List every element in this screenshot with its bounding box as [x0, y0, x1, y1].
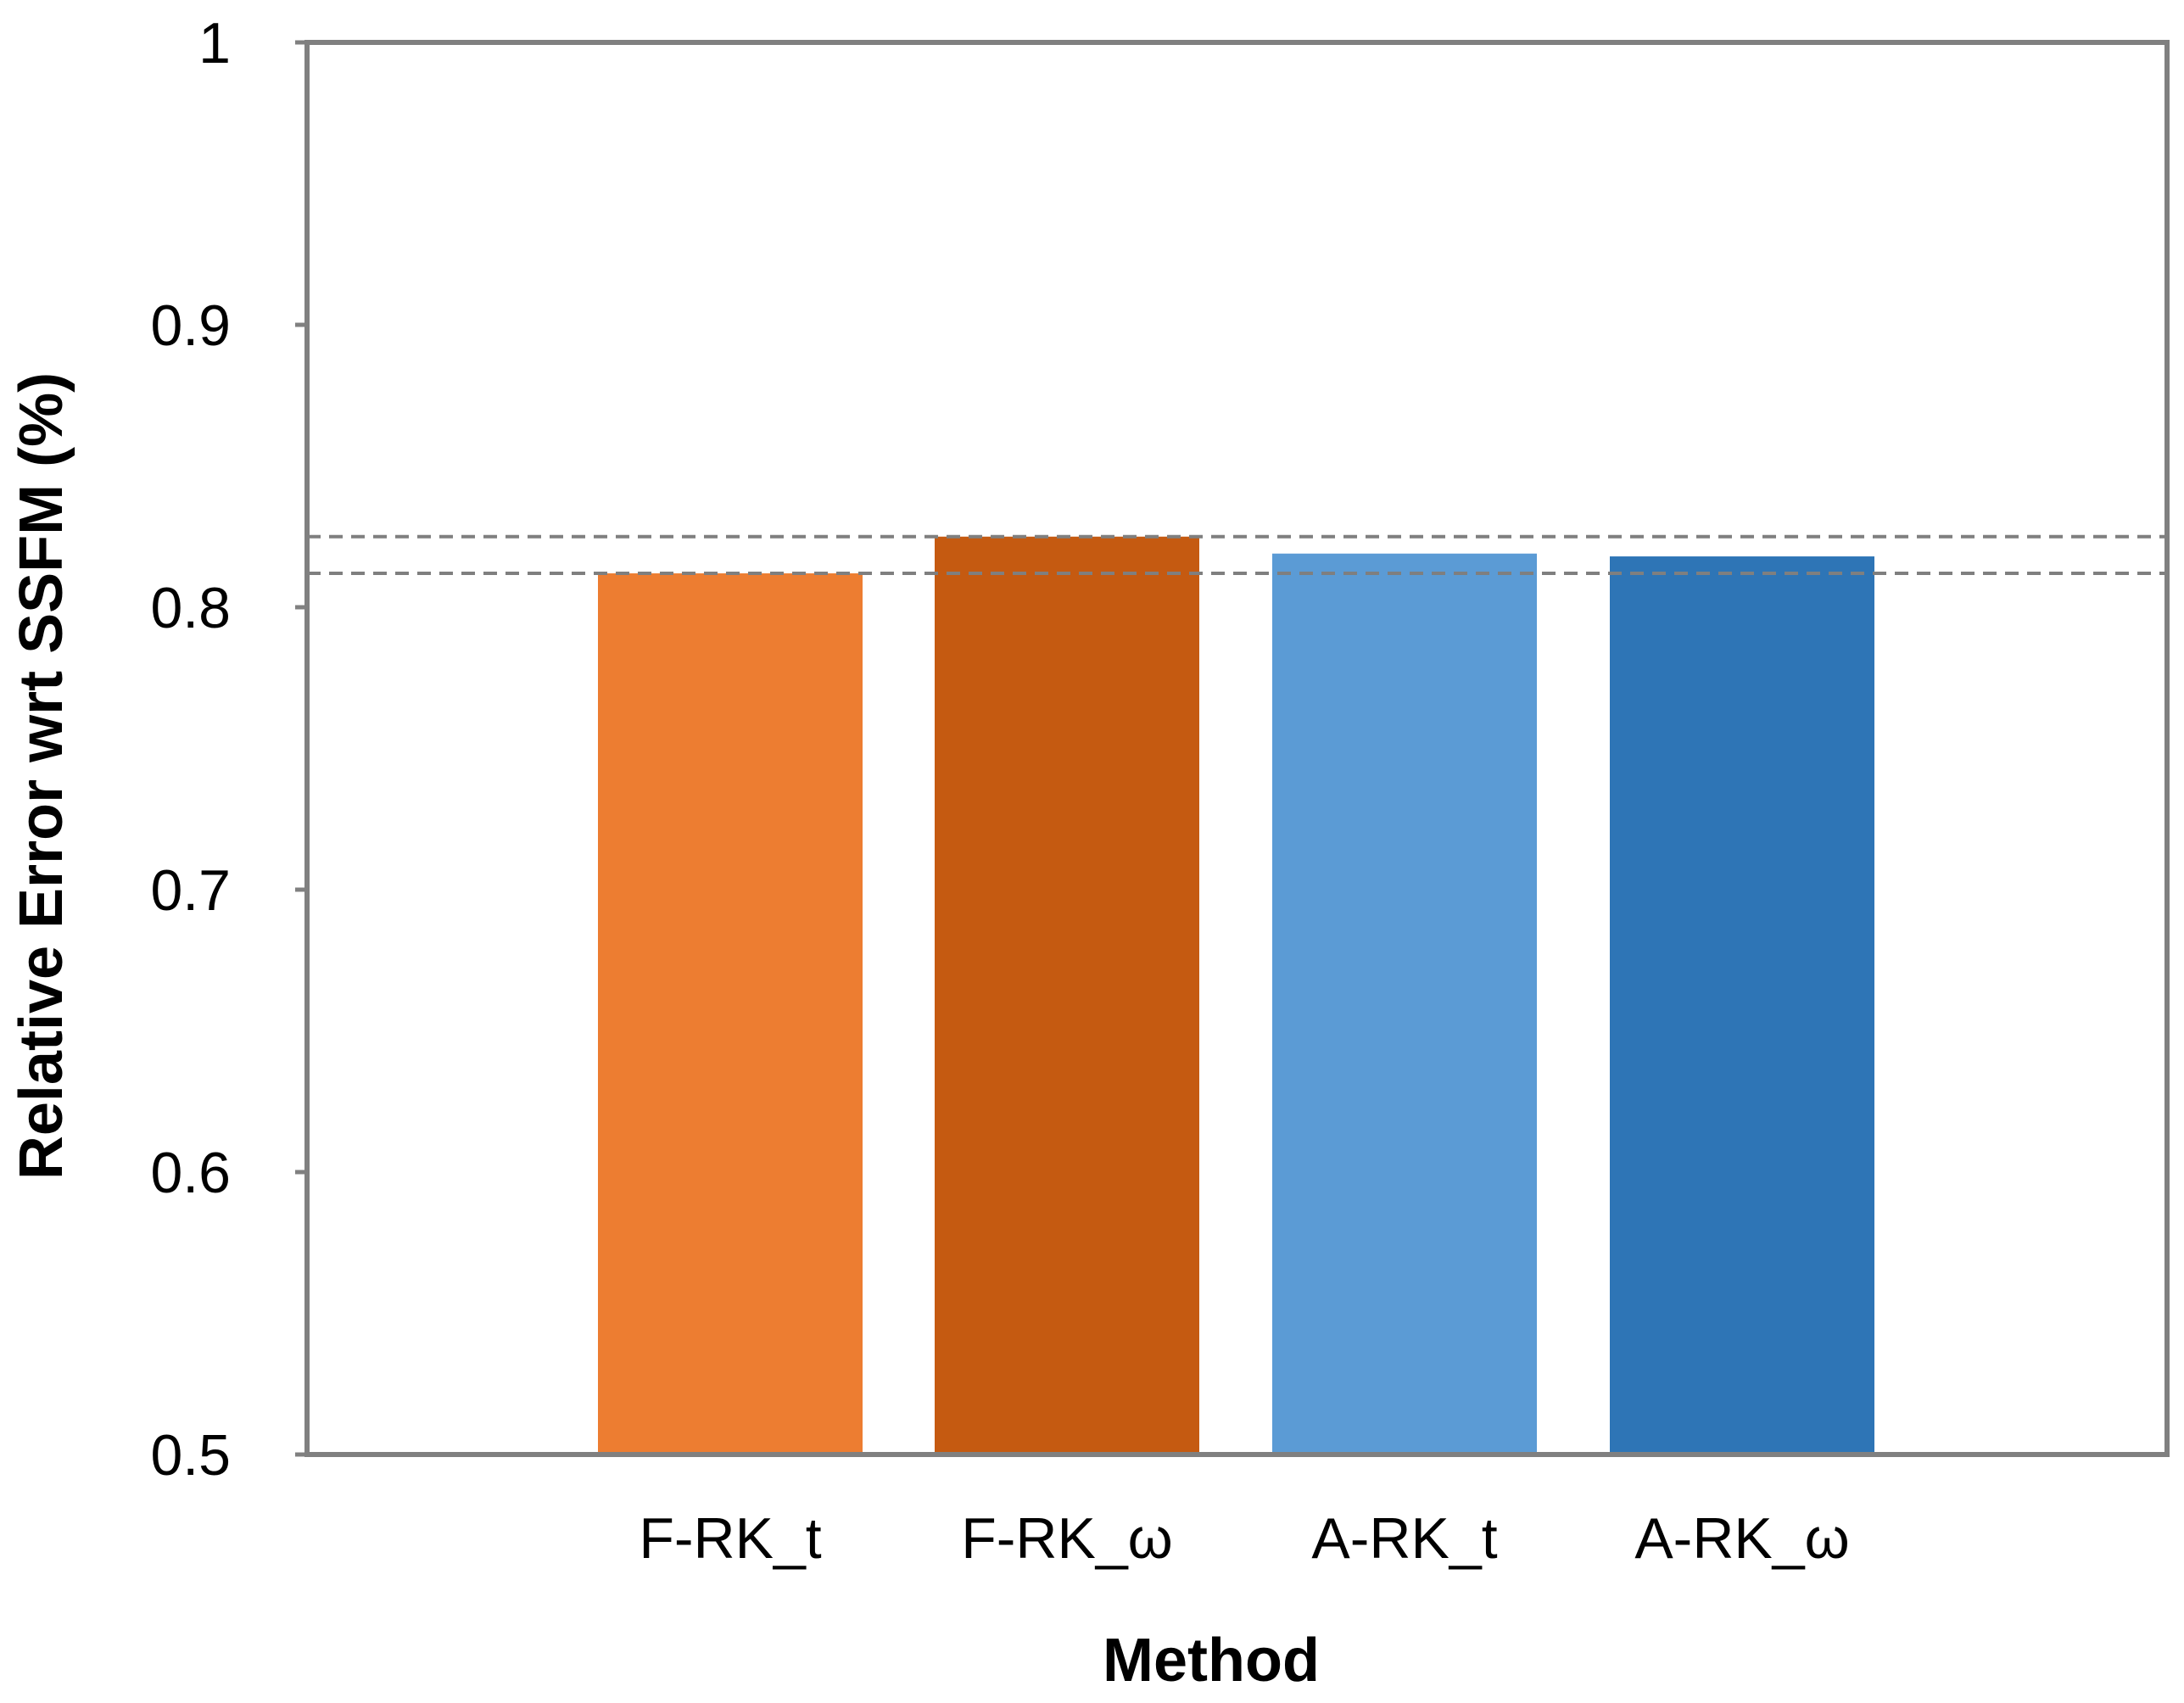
- y-tick-label: 1: [198, 11, 231, 75]
- plot-area-frame: [304, 40, 2170, 1457]
- x-axis-category-labels: F-RK_t F-RK_ω A-RK_t A-RK_ω: [639, 1506, 1849, 1571]
- x-category-label: A-RK_t: [1311, 1506, 1497, 1571]
- y-tick-label: 0.7: [150, 858, 231, 923]
- y-axis-tick-labels: 0.5 0.6 0.7 0.8 0.9 1: [150, 11, 231, 1488]
- y-tick-label: 0.5: [150, 1423, 231, 1488]
- bars-group: [598, 536, 1874, 1455]
- y-tick-label: 0.8: [150, 576, 231, 640]
- x-category-label: F-RK_ω: [961, 1506, 1173, 1571]
- x-axis-title: Method: [1103, 1627, 1320, 1695]
- bar-f-rk-t: [598, 573, 863, 1455]
- bar-a-rk-t: [1272, 553, 1537, 1455]
- x-category-label: F-RK_t: [639, 1506, 821, 1571]
- y-axis-ticks: [295, 40, 307, 1457]
- bar-a-rk-: [1610, 556, 1874, 1455]
- x-category-label: A-RK_ω: [1634, 1506, 1849, 1571]
- bar-f-rk-: [935, 536, 1199, 1455]
- y-axis-title: Relative Error wrt SSFM (%): [8, 372, 75, 1180]
- y-tick-label: 0.6: [150, 1141, 231, 1205]
- y-tick-label: 0.9: [150, 293, 231, 358]
- reference-lines-group: [307, 534, 2167, 576]
